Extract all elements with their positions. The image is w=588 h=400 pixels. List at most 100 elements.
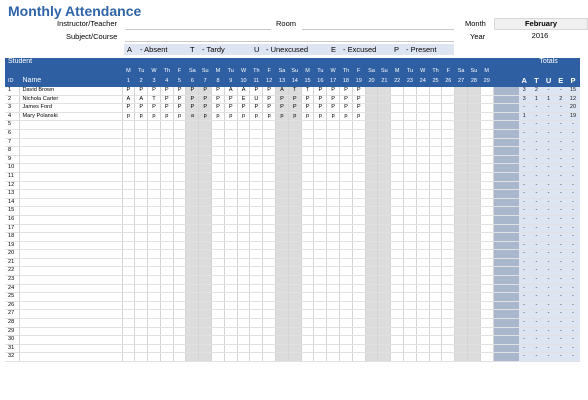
attendance-cell[interactable] [403, 301, 417, 311]
attendance-cell[interactable] [147, 155, 161, 165]
attendance-cell[interactable] [403, 181, 417, 191]
attendance-cell[interactable] [403, 95, 417, 105]
attendance-cell[interactable] [429, 189, 443, 199]
attendance-cell[interactable] [480, 309, 494, 320]
attendance-cell[interactable] [173, 284, 187, 294]
attendance-cell[interactable] [147, 352, 161, 362]
attendance-cell[interactable] [301, 129, 315, 139]
attendance-cell[interactable] [467, 103, 481, 113]
attendance-cell[interactable] [224, 206, 238, 216]
attendance-cell[interactable] [377, 181, 392, 191]
attendance-cell[interactable] [275, 318, 289, 328]
attendance-cell[interactable] [301, 327, 315, 337]
attendance-cell[interactable] [275, 172, 289, 182]
attendance-cell[interactable] [429, 275, 443, 285]
attendance-cell[interactable] [403, 232, 417, 242]
attendance-cell[interactable] [441, 224, 456, 234]
attendance-cell[interactable] [390, 258, 405, 268]
attendance-cell[interactable] [352, 198, 366, 208]
attendance-cell[interactable] [403, 198, 417, 208]
attendance-cell[interactable] [224, 275, 238, 285]
attendance-cell[interactable] [249, 258, 264, 268]
attendance-cell[interactable] [198, 155, 213, 165]
attendance-cell[interactable] [288, 241, 302, 251]
attendance-cell[interactable] [390, 232, 405, 242]
attendance-cell[interactable] [390, 172, 405, 182]
attendance-cell[interactable] [262, 284, 277, 294]
attendance-cell[interactable] [441, 344, 456, 354]
attendance-cell[interactable] [467, 86, 481, 96]
attendance-cell[interactable] [313, 344, 328, 354]
attendance-cell[interactable]: P [249, 86, 264, 96]
attendance-cell[interactable] [480, 266, 494, 277]
attendance-cell[interactable] [249, 198, 264, 208]
attendance-cell[interactable] [441, 129, 456, 139]
attendance-cell[interactable] [262, 206, 277, 216]
attendance-cell[interactable] [237, 335, 251, 345]
attendance-cell[interactable] [326, 318, 341, 328]
attendance-cell[interactable] [467, 155, 481, 165]
attendance-cell[interactable]: P [352, 103, 366, 113]
attendance-cell[interactable] [160, 181, 174, 191]
attendance-cell[interactable] [237, 318, 251, 328]
attendance-cell[interactable] [237, 284, 251, 294]
attendance-cell[interactable] [249, 224, 264, 234]
attendance-cell[interactable] [147, 344, 161, 354]
attendance-cell[interactable] [160, 215, 174, 225]
attendance-cell[interactable] [313, 258, 328, 268]
attendance-cell[interactable] [198, 224, 213, 234]
attendance-cell[interactable] [288, 292, 302, 302]
attendance-cell[interactable] [429, 95, 443, 105]
attendance-cell[interactable]: p [249, 112, 264, 122]
attendance-cell[interactable] [198, 309, 213, 320]
attendance-cell[interactable] [480, 163, 494, 173]
attendance-cell[interactable] [339, 189, 353, 199]
attendance-cell[interactable] [288, 155, 302, 165]
attendance-cell[interactable] [365, 266, 379, 277]
attendance-cell[interactable] [467, 344, 481, 354]
attendance-cell[interactable] [301, 318, 315, 328]
attendance-cell[interactable] [147, 172, 161, 182]
student-name[interactable] [19, 181, 123, 191]
attendance-cell[interactable] [326, 181, 341, 191]
attendance-cell[interactable]: A [275, 86, 289, 96]
attendance-cell[interactable] [122, 335, 136, 345]
attendance-cell[interactable] [416, 95, 430, 105]
attendance-cell[interactable] [173, 352, 187, 362]
attendance-cell[interactable] [288, 258, 302, 268]
attendance-cell[interactable] [352, 335, 366, 345]
student-name[interactable] [19, 284, 123, 294]
attendance-cell[interactable] [237, 120, 251, 130]
attendance-cell[interactable] [134, 327, 149, 337]
attendance-cell[interactable] [262, 249, 277, 259]
attendance-cell[interactable] [416, 318, 430, 328]
attendance-cell[interactable] [352, 301, 366, 311]
attendance-cell[interactable] [147, 215, 161, 225]
attendance-cell[interactable] [122, 146, 136, 156]
attendance-cell[interactable] [211, 344, 225, 354]
attendance-cell[interactable]: P [173, 95, 187, 105]
attendance-cell[interactable]: P [211, 95, 225, 105]
attendance-cell[interactable] [185, 301, 200, 311]
attendance-cell[interactable] [429, 172, 443, 182]
attendance-cell[interactable]: P [147, 103, 161, 113]
attendance-cell[interactable] [198, 215, 213, 225]
attendance-cell[interactable] [173, 163, 187, 173]
attendance-cell[interactable] [301, 224, 315, 234]
attendance-cell[interactable] [173, 198, 187, 208]
attendance-cell[interactable] [198, 318, 213, 328]
attendance-cell[interactable] [429, 241, 443, 251]
attendance-cell[interactable] [403, 249, 417, 259]
student-name[interactable] [19, 120, 123, 130]
attendance-cell[interactable] [249, 327, 264, 337]
attendance-cell[interactable] [288, 224, 302, 234]
attendance-cell[interactable] [352, 249, 366, 259]
attendance-cell[interactable] [301, 172, 315, 182]
attendance-cell[interactable] [147, 120, 161, 130]
attendance-cell[interactable] [249, 352, 264, 362]
attendance-cell[interactable]: P [262, 86, 277, 96]
attendance-cell[interactable] [390, 129, 405, 139]
attendance-cell[interactable] [275, 292, 289, 302]
attendance-cell[interactable]: T [288, 86, 302, 96]
attendance-cell[interactable] [390, 275, 405, 285]
